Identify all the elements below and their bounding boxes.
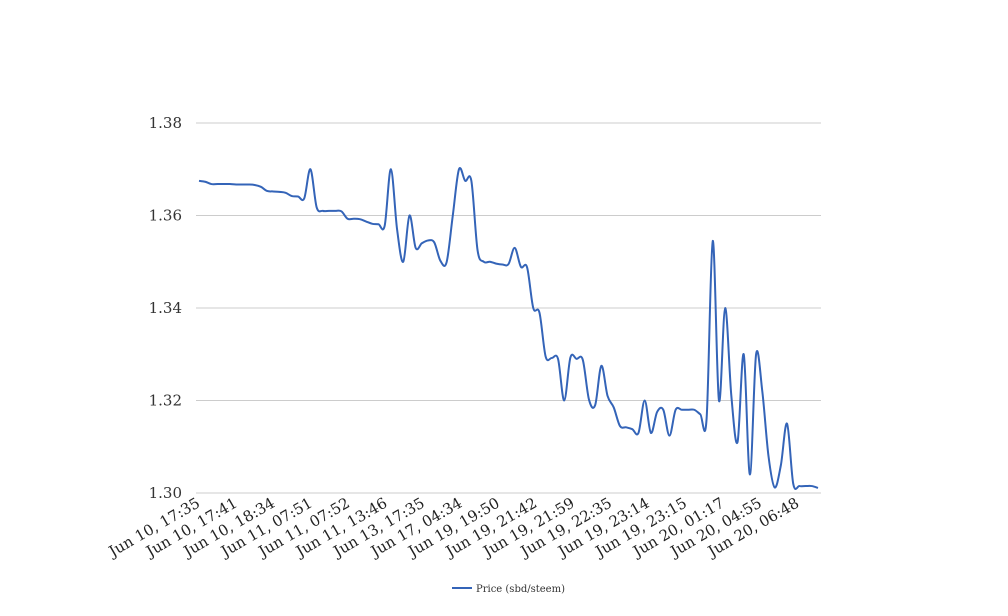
gridlines [196, 122, 821, 494]
y-axis-tick-labels: 1.30 1.32 1.34 1.36 1.38 [149, 114, 182, 502]
y-tick-label: 1.32 [149, 392, 182, 410]
legend: Price (sbd/steem) [452, 584, 565, 595]
series-lines [198, 167, 819, 490]
legend-label-price: Price (sbd/steem) [476, 584, 565, 595]
y-tick-label: 1.38 [149, 114, 182, 132]
y-tick-label: 1.30 [149, 484, 182, 502]
y-tick-label: 1.34 [149, 299, 182, 317]
y-tick-label: 1.36 [149, 207, 182, 225]
series-line-0 [198, 167, 819, 490]
